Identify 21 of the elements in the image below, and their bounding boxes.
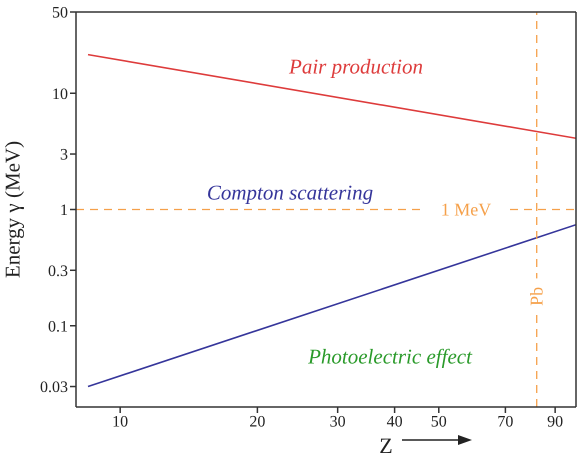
y-tick-label: 1 [60,202,68,220]
annotation: Pair production [289,54,423,80]
annotation: Compton scattering [206,180,374,206]
x-tick-label: 90 [547,413,564,430]
annotation: Photoelectric effect [308,344,472,370]
y-axis-title: Energy γ (MeV) [0,140,24,278]
x-tick-label: 10 [112,413,128,430]
x-axis-title: Z [379,433,393,457]
x-tick-label: 70 [497,413,514,430]
y-tick-label: 0.3 [48,262,68,280]
y-tick-label: 50 [52,4,68,22]
y-tick-label: 3 [60,146,68,164]
x-tick-label: 50 [430,413,447,430]
x-tick-label: 20 [249,413,266,430]
y-tick-label: 10 [52,86,68,103]
y-tick-label: 0.1 [48,318,68,336]
x-tick-label: 40 [386,413,403,430]
ref-line-label: Pb [526,286,547,306]
x-tick-label: 30 [330,413,346,430]
y-tick-label: 0.03 [40,379,68,396]
ref-line-label: 1 MeV [440,200,492,220]
